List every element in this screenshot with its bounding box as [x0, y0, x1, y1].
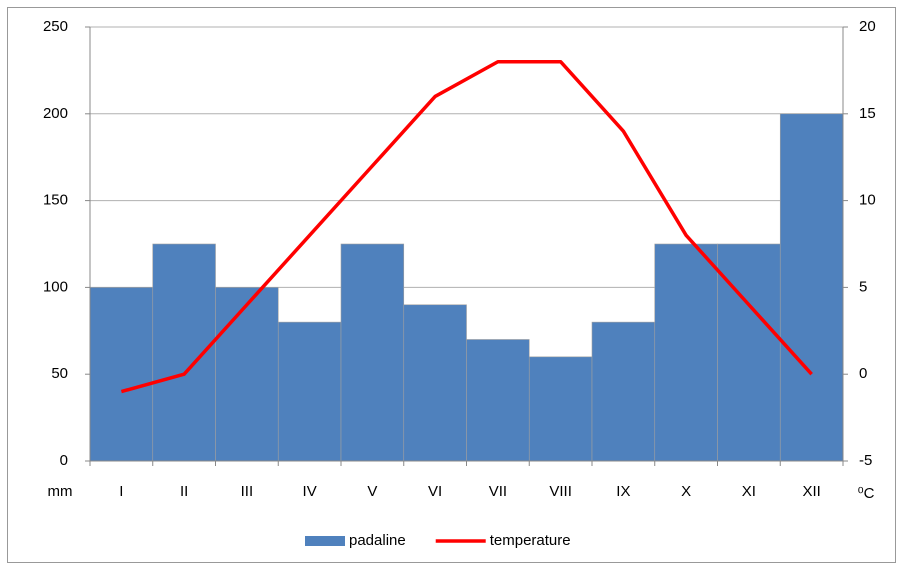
bar [717, 243, 781, 462]
y2-axis-label: ⁰C [858, 485, 875, 502]
x-tick-label: II [180, 483, 188, 500]
y-tick-label: 50 [51, 365, 68, 382]
x-tick-label: III [241, 483, 254, 500]
y2-tick-label: 10 [859, 192, 876, 209]
line [120, 59, 813, 394]
x-tick-label: VIII [549, 483, 572, 500]
x-tick-label: VI [428, 483, 442, 500]
y2-tick-label: 5 [859, 278, 867, 295]
y-tick-label: 0 [60, 452, 68, 469]
x-tick-label: IV [303, 483, 317, 500]
x-tick-label: I [119, 483, 123, 500]
legend-swatch [305, 536, 345, 546]
bar [654, 243, 718, 462]
y2-tick-label: 20 [859, 18, 876, 35]
legend-label: temperature [490, 532, 571, 549]
y-tick-label: 150 [43, 192, 68, 209]
y-axis-label: mm [48, 483, 73, 500]
y2-tick-label: 15 [859, 105, 876, 122]
bar [528, 356, 593, 462]
y-tick-label: 100 [43, 278, 68, 295]
bar [403, 304, 467, 462]
legend-label: padaline [349, 532, 406, 549]
y2-tick-label: 0 [859, 365, 867, 382]
bar [215, 287, 279, 462]
y-tick-label: 250 [43, 18, 68, 35]
x-tick-label: V [367, 483, 377, 500]
y-tick-label: 200 [43, 105, 68, 122]
bar [340, 243, 405, 462]
bar [779, 113, 844, 462]
x-tick-label: VII [489, 483, 507, 500]
bar [466, 339, 530, 462]
y2-tick-label: -5 [859, 452, 872, 469]
x-tick-label: XII [802, 483, 820, 500]
x-tick-label: X [681, 483, 691, 500]
x-tick-label: XI [742, 483, 756, 500]
bar [591, 321, 656, 462]
bar [89, 287, 154, 462]
bar [277, 321, 342, 462]
x-tick-label: IX [616, 483, 630, 500]
